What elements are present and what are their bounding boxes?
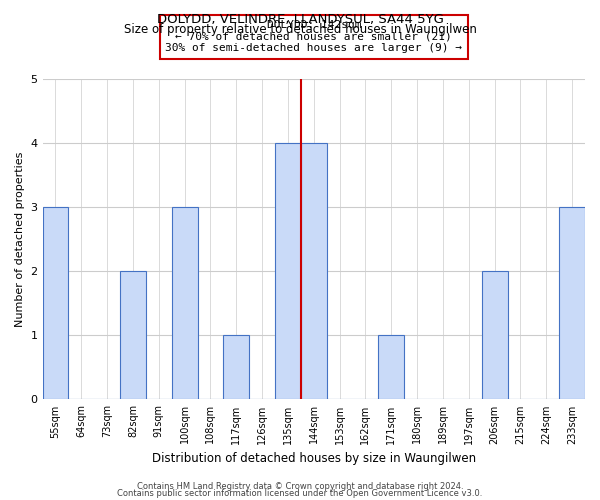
Bar [559, 207, 585, 400]
Bar [120, 272, 146, 400]
Text: DOLYDD, VELINDRE, LLANDYSUL, SA44 5YG: DOLYDD, VELINDRE, LLANDYSUL, SA44 5YG [157, 12, 443, 26]
Bar [43, 207, 68, 400]
Bar [379, 336, 404, 400]
Text: Size of property relative to detached houses in Waungilwen: Size of property relative to detached ho… [124, 22, 476, 36]
Bar [301, 143, 326, 400]
Text: DOLYDD: 142sqm
← 70% of detached houses are smaller (21)
30% of semi-detached ho: DOLYDD: 142sqm ← 70% of detached houses … [165, 20, 462, 54]
Bar [275, 143, 301, 400]
Y-axis label: Number of detached properties: Number of detached properties [15, 152, 25, 327]
Text: Contains public sector information licensed under the Open Government Licence v3: Contains public sector information licen… [118, 489, 482, 498]
Text: Contains HM Land Registry data © Crown copyright and database right 2024.: Contains HM Land Registry data © Crown c… [137, 482, 463, 491]
X-axis label: Distribution of detached houses by size in Waungilwen: Distribution of detached houses by size … [152, 452, 476, 465]
Bar [223, 336, 249, 400]
Bar [172, 207, 197, 400]
Bar [482, 272, 508, 400]
